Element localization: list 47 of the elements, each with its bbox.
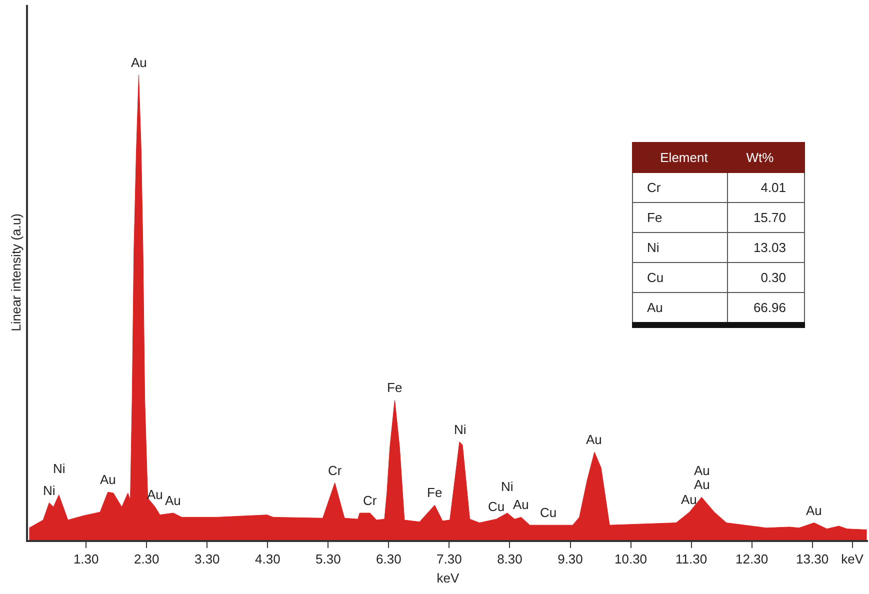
annotation: Ni — [43, 483, 56, 498]
x-tick-label: 8.30 — [497, 552, 522, 567]
annotation: 66.96 — [728, 292, 804, 325]
x-tick-label: 11.30 — [676, 552, 708, 567]
annotation: Fe — [427, 485, 442, 500]
x-tick-label: 6.30 — [376, 552, 402, 567]
annotation: Ni — [501, 479, 514, 494]
annotation: Au — [586, 432, 602, 447]
annotation: Au — [632, 292, 728, 325]
annotation: Au — [513, 497, 529, 512]
x-tick-label: 7.30 — [436, 552, 462, 567]
annotation: Cr — [363, 493, 378, 508]
annotation: Cu — [488, 499, 505, 514]
annotation: Au — [694, 463, 710, 478]
annotation: 0.30 — [728, 262, 804, 292]
annotation: Fe — [632, 202, 728, 232]
x-tick-label: keV — [841, 552, 864, 567]
x-tick-label: 3.30 — [194, 552, 220, 567]
annotation: Au — [100, 472, 116, 487]
annotation: Au — [694, 477, 710, 492]
x-tick-label: 5.30 — [316, 552, 341, 567]
annotation: Au — [681, 492, 697, 507]
annotation: Ni — [454, 422, 466, 437]
annotation: Cr — [328, 463, 342, 478]
annotation: Au — [131, 55, 147, 70]
annotation: Fe — [387, 380, 402, 395]
annotation: Cr — [632, 172, 728, 202]
y-axis-title: Linear intensity (a.u) — [8, 214, 24, 332]
annotation: Au — [806, 503, 822, 518]
x-axis-title: keV — [436, 570, 460, 586]
annotation: Wt% — [728, 142, 804, 172]
annotation: Ni — [632, 232, 728, 262]
annotation: Element — [632, 142, 728, 172]
annotation: 13.03 — [728, 232, 804, 262]
annotation: Cu — [540, 505, 557, 520]
annotation: Ni — [53, 461, 66, 476]
x-tick-label: 12.30 — [736, 552, 768, 567]
x-tick-label: 1.30 — [73, 552, 99, 567]
annotation: Cu — [632, 262, 728, 292]
annotation: Au — [165, 493, 181, 508]
x-tick-label: 2.30 — [134, 552, 160, 567]
x-tick-label: 10.30 — [614, 552, 648, 567]
x-tick-label: 13.30 — [796, 552, 829, 567]
annotation: 4.01 — [728, 172, 804, 202]
x-tick-label: 9.30 — [558, 552, 583, 567]
x-tick-label: 4.30 — [254, 552, 280, 567]
annotation: 15.70 — [728, 202, 804, 232]
